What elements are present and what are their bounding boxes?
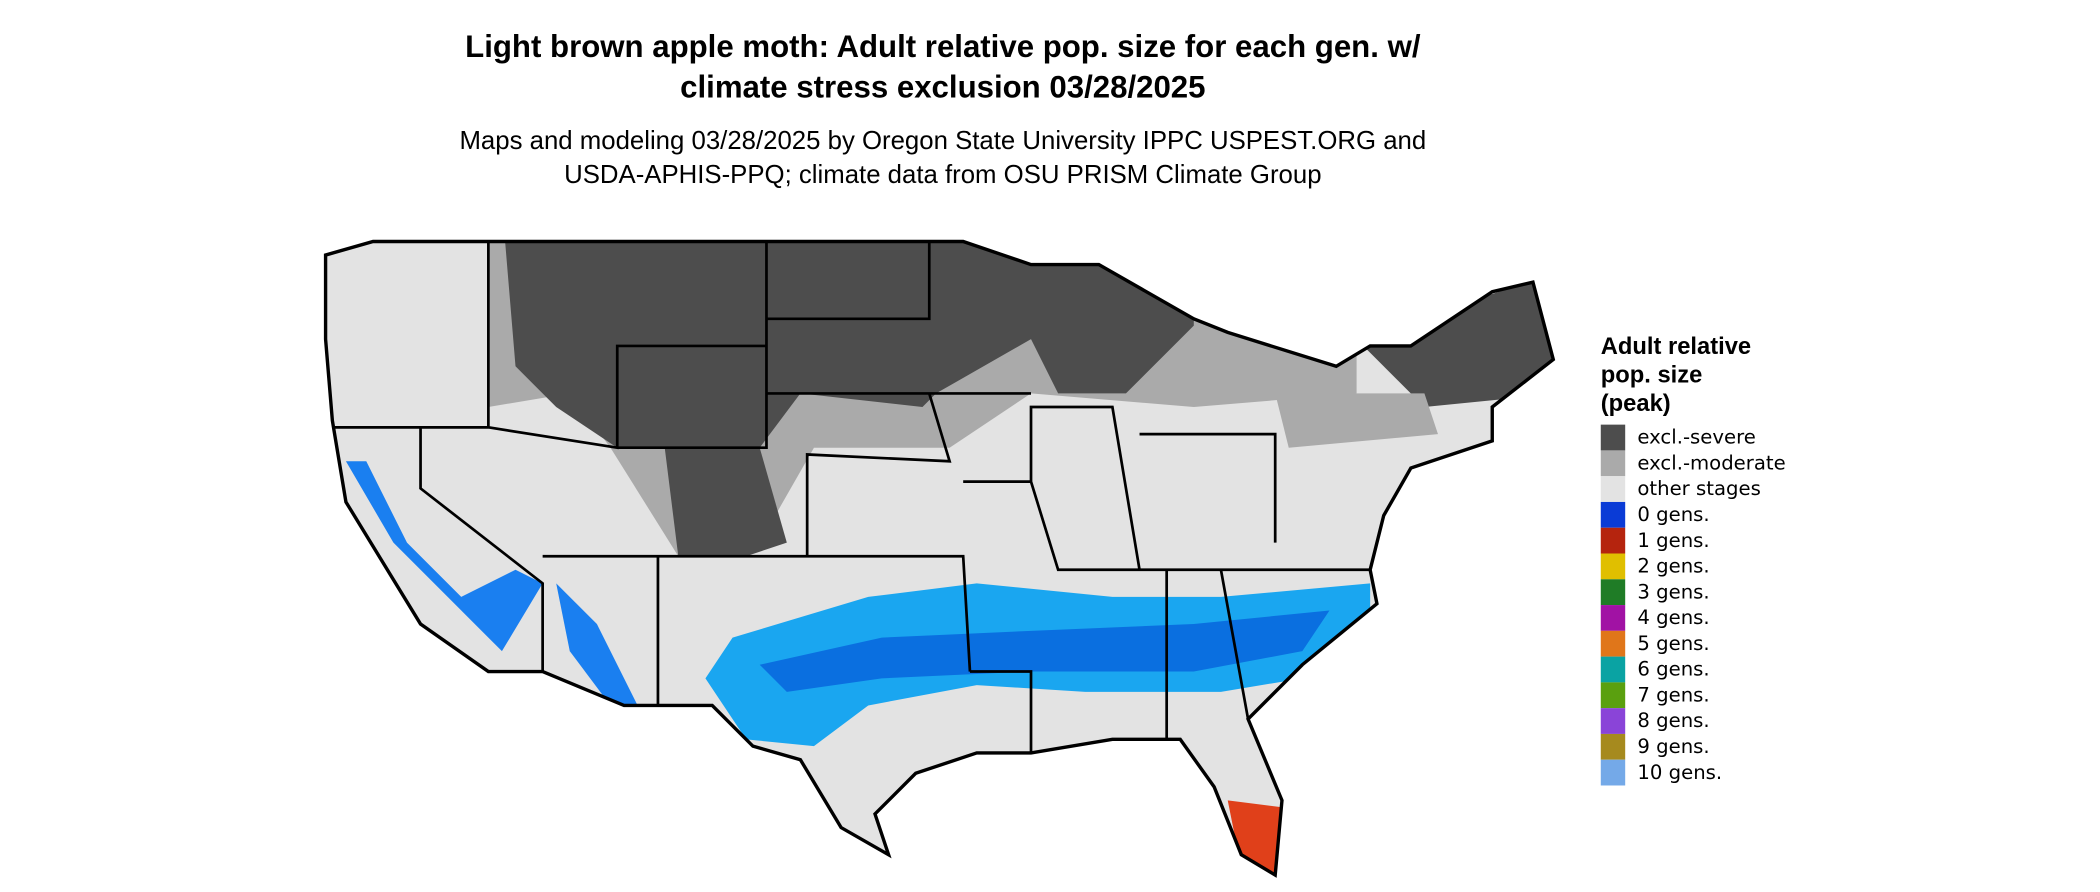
legend-label: other stages [1637,477,1760,500]
legend-swatch [1600,708,1626,734]
map-fill-blue-dark [759,610,1330,692]
subtitle: USDA-APHIS-PPQ; climate data from OSU PR… [564,161,1321,189]
legend-swatch [1600,553,1626,580]
legend-label: excl.-moderate [1637,451,1785,474]
legend: Adult relative pop. size(peak) excl.-sever… [1600,334,1786,786]
title: Light brown apple moth: Adult relative p… [465,29,1421,64]
legend-swatch [1600,501,1626,528]
legend-label: 9 gens. [1637,735,1709,758]
legend-swatch [1600,579,1626,606]
map-fill-severe [501,241,1194,448]
map-fill-blue-west [345,461,543,652]
legend-swatch [1600,476,1626,502]
legend-swatch [1600,656,1626,683]
legend-label: 0 gens. [1637,503,1709,526]
us-outline [323,239,1556,878]
legend-label: 8 gens. [1637,709,1709,732]
legend-swatch [1600,424,1626,451]
title: climate stress exclusion 03/28/2025 [680,70,1205,105]
map-fill-blue-az [556,583,638,706]
map-fill-moderate [1275,393,1438,448]
legend-label: 10 gens. [1637,761,1722,784]
legend-swatch [1600,450,1626,477]
legend-title: pop. size [1601,363,1703,389]
legend-label: 4 gens. [1637,606,1709,629]
legend-title: (peak) [1601,391,1671,417]
legend-label: 2 gens. [1637,555,1709,578]
legend-label: 3 gens. [1637,580,1709,603]
legend-label: 1 gens. [1637,529,1709,552]
map-fill-severe [664,447,787,557]
legend-swatch [1600,733,1626,760]
titles: Light brown apple moth: Adult relative p… [459,29,1426,189]
legend-swatch [1600,759,1626,786]
legend-swatch [1600,527,1626,554]
legend-label: 7 gens. [1637,683,1709,706]
legend-swatch [1600,605,1626,631]
legend-swatch [1600,630,1626,657]
legend-label: 5 gens. [1637,632,1709,655]
legend-label: 6 gens. [1637,658,1709,681]
map-fill-severe [1356,271,1554,407]
state-borders [332,241,1371,753]
subtitle: Maps and modeling 03/28/2025 by Oregon S… [459,127,1426,155]
map [325,241,1554,876]
legend-title: Adult relative [1601,334,1751,360]
legend-label: excl.-severe [1637,426,1755,449]
legend-swatch [1600,682,1626,709]
